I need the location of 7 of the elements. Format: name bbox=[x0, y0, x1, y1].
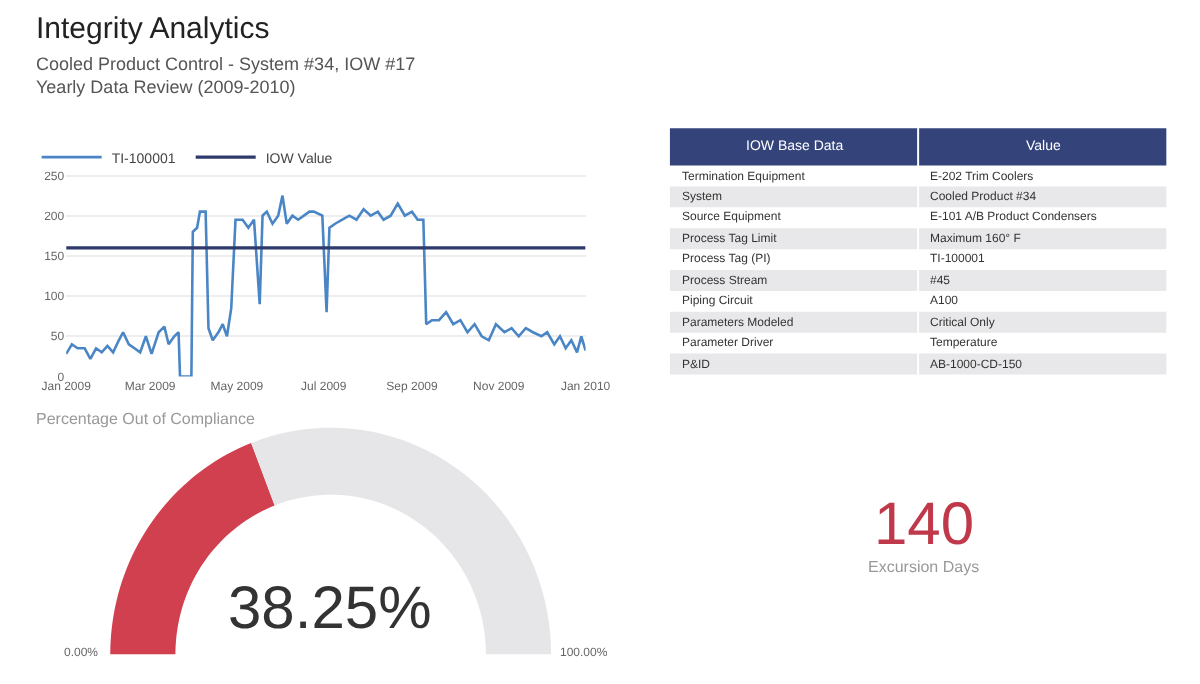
data-label: 140 bbox=[874, 492, 975, 558]
chart-subtitle: Cooled Product Control - System #34, IOW #17 Yearly Data Review (2009-2010) bbox=[36, 54, 416, 98]
text: 38.25% bbox=[228, 576, 432, 642]
line-series bbox=[66, 194, 586, 377]
category-label: Excursion Days bbox=[868, 558, 980, 576]
chart-title: Integrity Analytics bbox=[36, 12, 270, 46]
chart-title: Percentage Out of Compliance bbox=[36, 410, 256, 428]
